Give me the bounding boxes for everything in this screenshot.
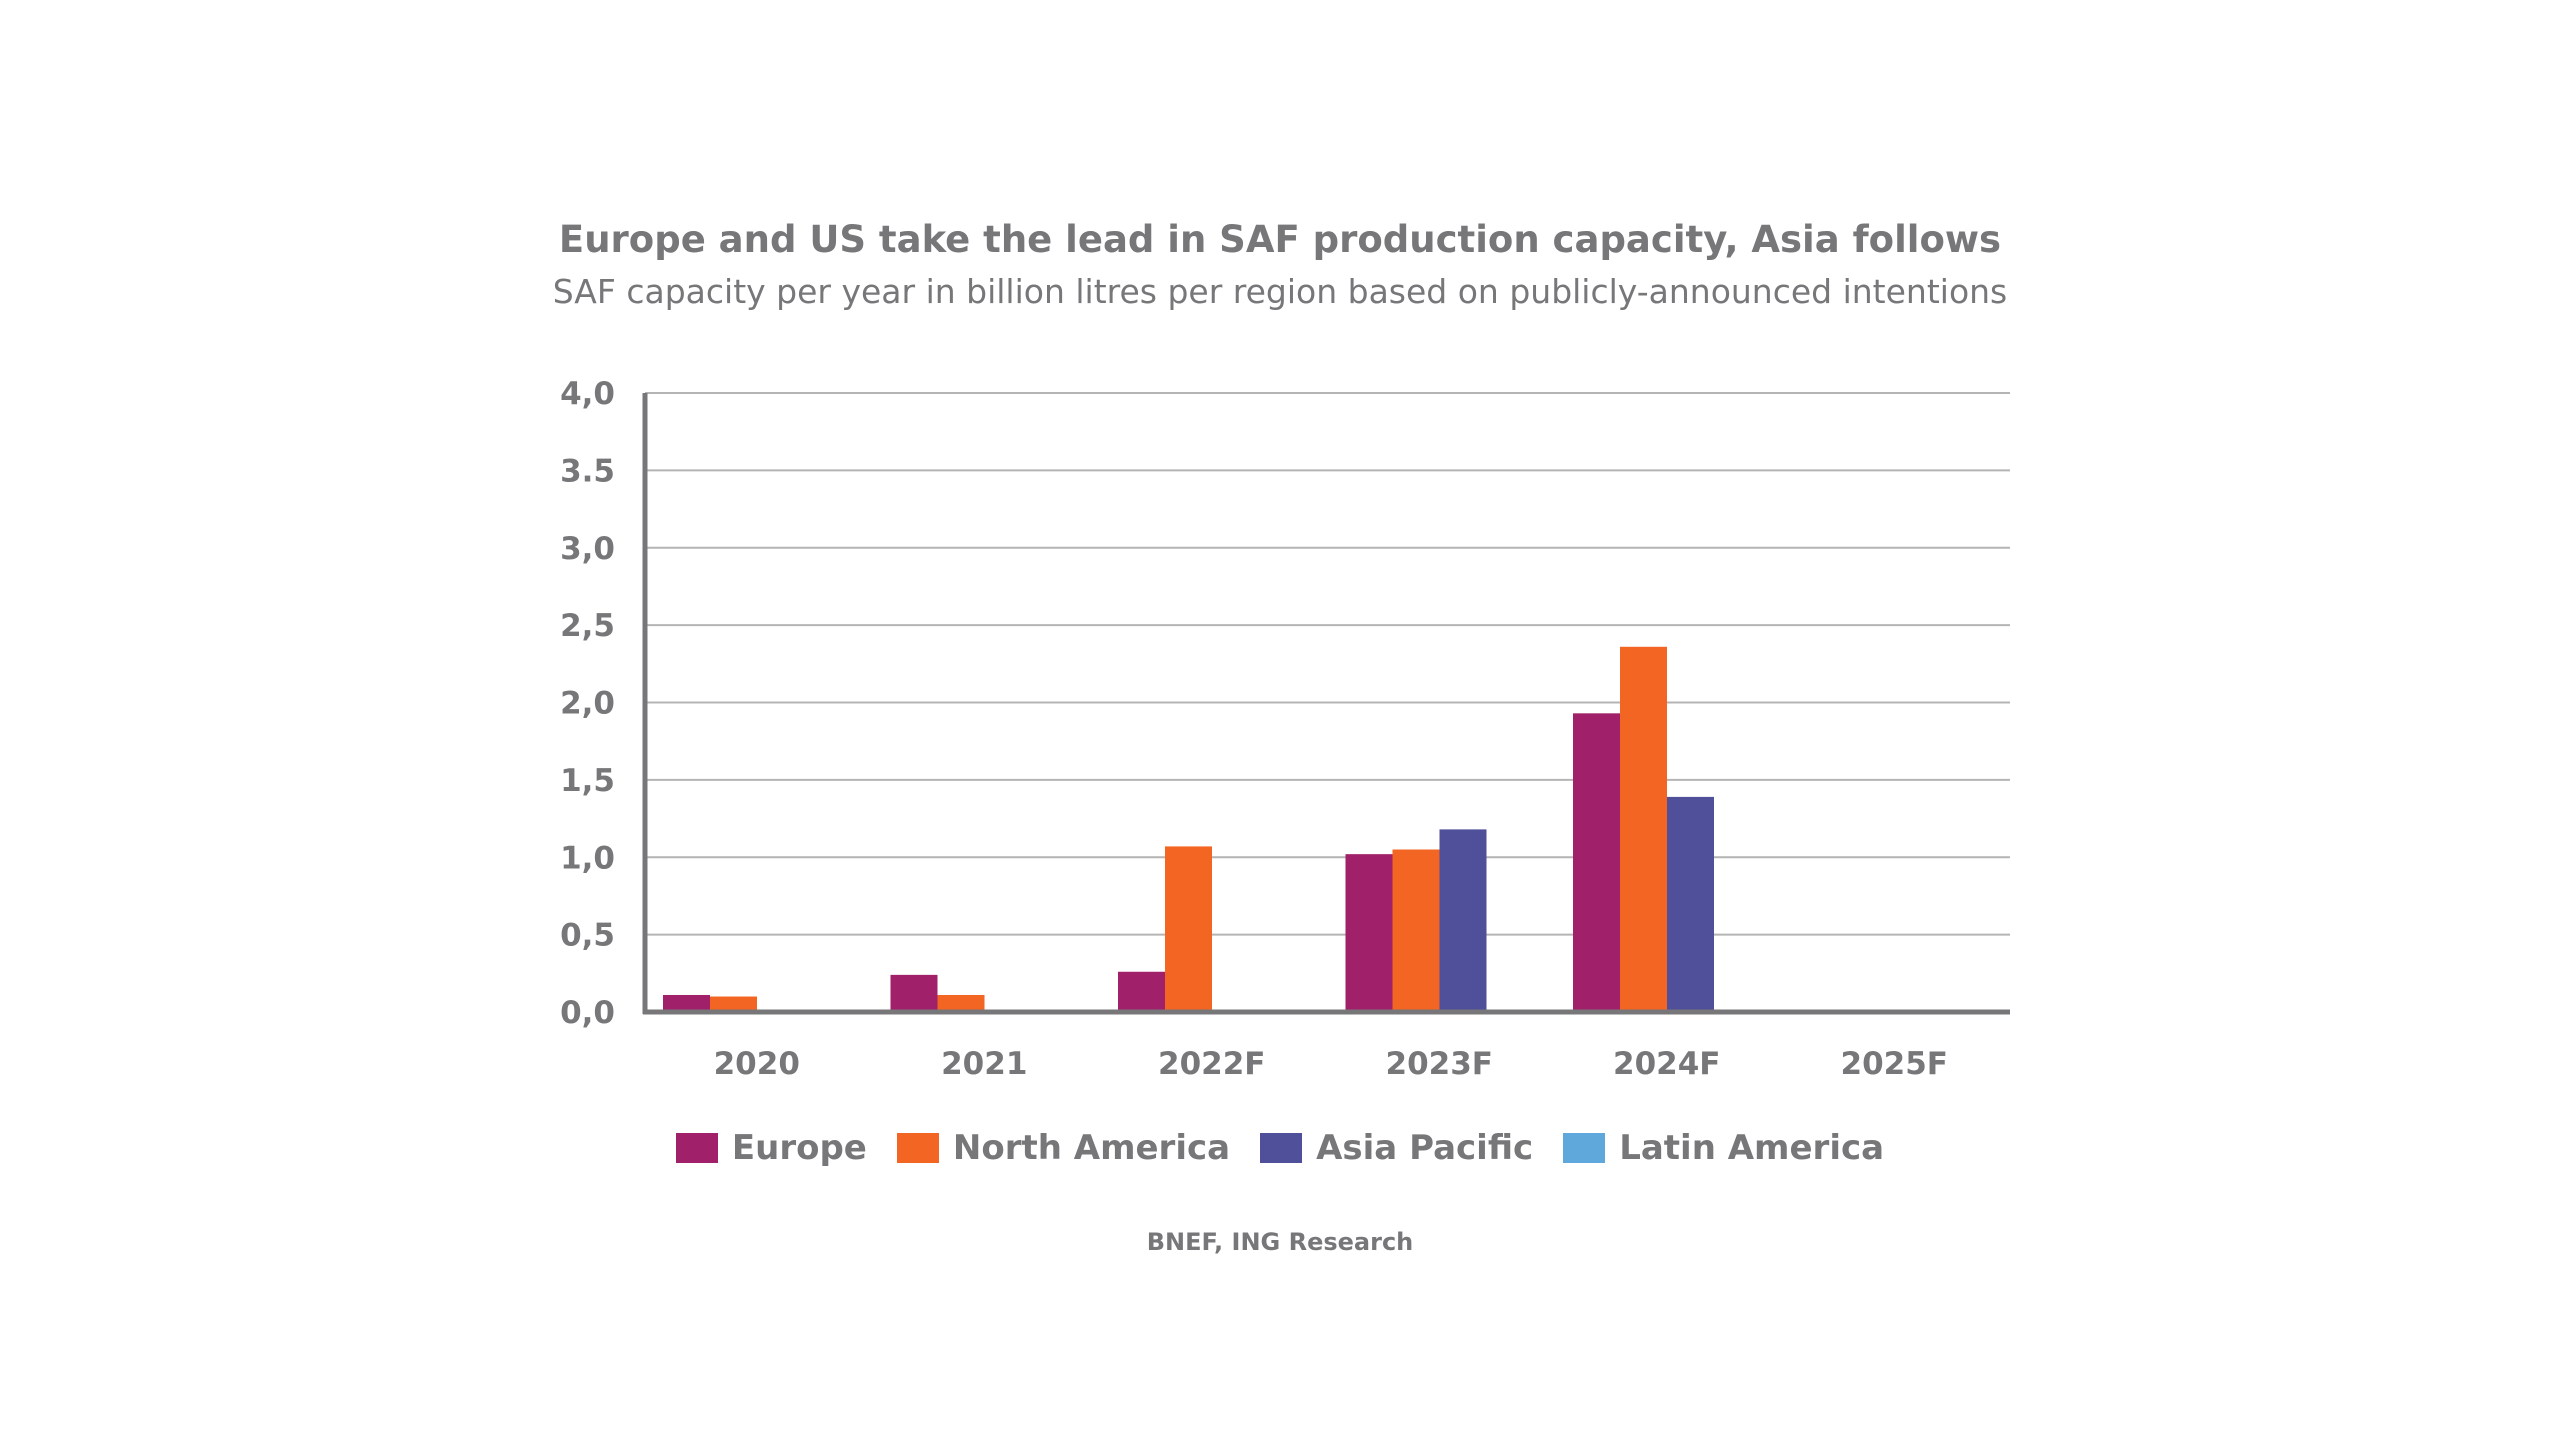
x-tick-label: 2025F bbox=[1841, 1046, 1948, 1082]
legend-label: Latin America bbox=[1619, 1128, 1885, 1168]
legend-item-north-america: North America bbox=[896, 1128, 1231, 1168]
y-tick-label: 1,5 bbox=[560, 763, 615, 799]
y-tick-label: 2,0 bbox=[560, 686, 615, 722]
x-tick-label: 2021 bbox=[941, 1046, 1027, 1082]
bar-north-america-2020 bbox=[710, 996, 757, 1012]
legend-item-asia-pacific: Asia Pacific bbox=[1260, 1128, 1533, 1168]
bar-north-america-2021 bbox=[937, 994, 985, 1012]
legend-item-latin-america: Latin America bbox=[1563, 1128, 1884, 1168]
legend-label: Asia Pacific bbox=[1316, 1128, 1534, 1168]
bar-europe-2022f bbox=[1118, 971, 1165, 1012]
chart-title: Europe and US take the lead in SAF produ… bbox=[558, 218, 2002, 261]
x-tick-label: 2023F bbox=[1386, 1046, 1493, 1082]
y-tick-label: 4,0 bbox=[560, 376, 615, 412]
x-tick-labels: 2020 2021 2022F 2023F 2024F 2025F bbox=[714, 1046, 1948, 1082]
gridlines bbox=[645, 392, 2010, 936]
source-note: BNEF, ING Research bbox=[1146, 1228, 1414, 1256]
bar-europe-2020 bbox=[663, 994, 710, 1012]
y-tick-label: 3.5 bbox=[560, 453, 615, 489]
legend-swatch bbox=[675, 1133, 718, 1163]
bar-asia-pacific-2024f bbox=[1667, 796, 1714, 1012]
bar-north-america-2023f bbox=[1392, 849, 1440, 1012]
y-tick-label: 0,5 bbox=[560, 918, 615, 954]
axes bbox=[642, 393, 2010, 1015]
chart-subtitle: SAF capacity per year in billion litres … bbox=[552, 272, 2008, 311]
bar-europe-2023f bbox=[1345, 854, 1393, 1012]
y-tick-label: 2,5 bbox=[560, 608, 615, 644]
bar-europe-2021 bbox=[890, 974, 938, 1012]
bar-north-america-2024f bbox=[1620, 646, 1667, 1012]
y-tick-label: 3,0 bbox=[560, 531, 615, 567]
legend-swatch bbox=[1563, 1133, 1606, 1163]
x-tick-label: 2020 bbox=[714, 1046, 800, 1082]
legend-label: Europe bbox=[731, 1128, 867, 1168]
y-tick-labels: 0,0 0,5 1,0 1,5 2,0 2,5 3,0 3.5 4,0 bbox=[560, 376, 615, 1031]
chart-legend: Europe North America Asia Pacific Latin Ame… bbox=[0, 1128, 2560, 1168]
legend-label: North America bbox=[952, 1128, 1231, 1168]
x-tick-label: 2024F bbox=[1613, 1046, 1720, 1082]
legend-swatch bbox=[1260, 1133, 1303, 1163]
bar-asia-pacific-2023f bbox=[1439, 829, 1487, 1012]
x-tick-label: 2022F bbox=[1158, 1046, 1265, 1082]
bar-north-america-2022f bbox=[1165, 846, 1212, 1012]
legend-item-europe: Europe bbox=[675, 1128, 867, 1168]
y-tick-label: 0,0 bbox=[560, 995, 615, 1031]
bar-europe-2024f bbox=[1573, 713, 1620, 1012]
y-tick-label: 1,0 bbox=[560, 840, 615, 876]
legend-swatch bbox=[896, 1133, 939, 1163]
bars bbox=[663, 646, 1714, 1012]
